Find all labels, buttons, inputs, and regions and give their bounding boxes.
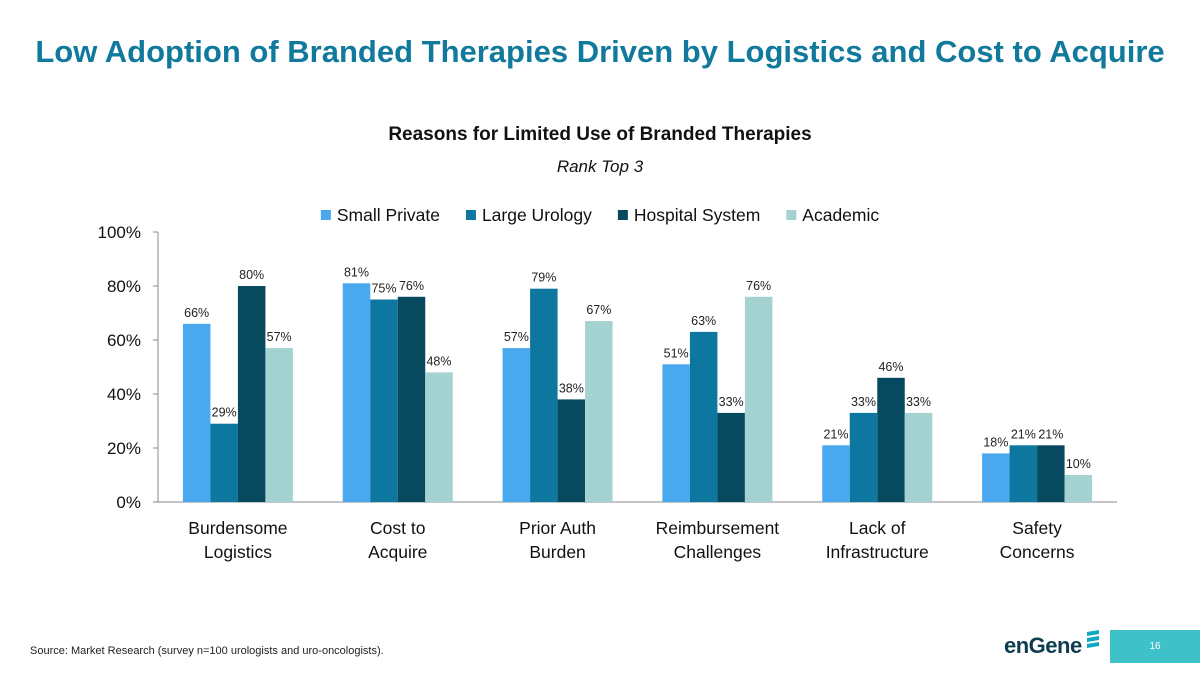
legend-swatch [786, 210, 797, 220]
bar [1064, 475, 1093, 502]
bar [370, 299, 398, 502]
data-label: 48% [426, 354, 451, 368]
bar [265, 348, 293, 502]
bar [342, 283, 371, 502]
data-label: 33% [851, 395, 876, 409]
bar [210, 423, 238, 502]
data-label: 66% [184, 306, 209, 320]
page-number-box: 16 [1110, 630, 1200, 663]
bar [849, 412, 878, 502]
chart-subtitle: Rank Top 3 [556, 157, 644, 176]
x-category-label: Challenges [674, 542, 762, 562]
bar [1009, 445, 1038, 502]
y-tick-label: 0% [116, 493, 141, 512]
data-label: 33% [719, 395, 744, 409]
data-label: 79% [531, 271, 556, 285]
logo-stripes-icon [1086, 630, 1099, 648]
y-tick-label: 20% [107, 439, 141, 458]
y-tick-label: 40% [107, 385, 141, 404]
bar [557, 399, 586, 502]
data-label: 38% [559, 381, 584, 395]
data-label: 57% [504, 330, 529, 344]
logo-text: enGene [1004, 633, 1082, 658]
bar [182, 323, 211, 502]
bar [502, 348, 531, 502]
data-label: 75% [371, 282, 396, 296]
legend-swatch [617, 210, 628, 220]
data-label: 29% [212, 406, 237, 420]
data-label: 76% [399, 279, 424, 293]
x-category-label: Cost to [370, 518, 425, 538]
bar [425, 372, 453, 502]
y-tick-label: 60% [107, 331, 141, 350]
data-label: 57% [267, 330, 292, 344]
bar [982, 453, 1010, 502]
bar [904, 412, 933, 502]
bar-chart: 0% 20% 40% 60% 80% 100% 66% 29% 80% 57% Burdensome… [98, 205, 1117, 562]
x-category-label: Concerns [1000, 542, 1075, 562]
bar [744, 296, 773, 502]
x-category-label: Reimbursement [656, 518, 780, 538]
page-title: Low Adoption of Branded Therapies Driven… [35, 34, 1165, 69]
bar [237, 286, 266, 502]
bar [585, 321, 613, 502]
data-label: 21% [1038, 427, 1063, 441]
x-category-label: Lack of [849, 518, 906, 538]
x-category-label: Acquire [368, 542, 427, 562]
legend-label: Hospital System [634, 205, 760, 225]
data-label: 67% [586, 303, 611, 317]
data-label: 63% [691, 314, 716, 328]
y-tick-label: 100% [98, 223, 141, 242]
data-label: 51% [664, 346, 689, 360]
y-tick-label: 80% [107, 277, 141, 296]
x-category-label: Burden [529, 542, 585, 562]
x-category-label: Safety [1012, 518, 1062, 538]
x-category-label: Logistics [204, 542, 272, 562]
data-label: 33% [906, 395, 931, 409]
x-category-label: Burdensome [188, 518, 287, 538]
data-label: 10% [1066, 457, 1091, 471]
legend-swatch [320, 210, 331, 220]
bar [877, 377, 905, 502]
data-label: 18% [983, 435, 1008, 449]
legend-swatch [465, 210, 476, 220]
bar [397, 296, 426, 502]
page-number: 16 [1149, 641, 1161, 652]
data-label: 21% [1011, 427, 1036, 441]
bar [662, 364, 690, 502]
chart-title: Reasons for Limited Use of Branded Thera… [388, 124, 812, 145]
bar [822, 445, 850, 502]
x-category-label: Prior Auth [519, 518, 596, 538]
legend-label: Small Private [337, 205, 440, 225]
data-label: 46% [878, 360, 903, 374]
data-label: 81% [344, 265, 369, 279]
data-label: 21% [823, 427, 848, 441]
bar [1037, 445, 1065, 502]
legend-label: Large Urology [482, 205, 592, 225]
data-label: 76% [746, 279, 771, 293]
bar [717, 412, 745, 502]
legend-label: Academic [802, 205, 879, 225]
source-note: Source: Market Research (survey n=100 ur… [30, 645, 384, 657]
x-category-label: Infrastructure [826, 542, 929, 562]
bar [530, 288, 558, 502]
bar [689, 331, 718, 502]
data-label: 80% [239, 268, 264, 282]
company-logo: enGene [1004, 628, 1101, 664]
